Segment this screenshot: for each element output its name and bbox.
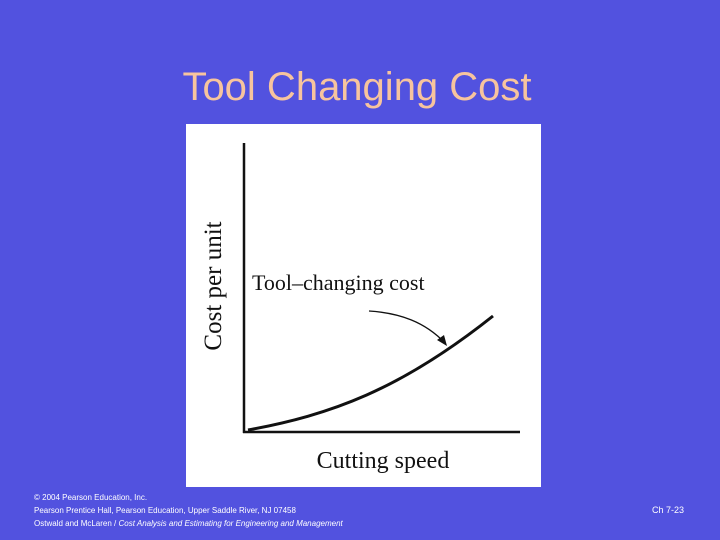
page-number: Ch 7-23 <box>652 505 684 515</box>
x-axis-label: Cutting speed <box>317 448 450 474</box>
y-axis-label: Cost per unit <box>200 221 227 350</box>
arrow-head <box>437 335 447 346</box>
footer-authors: Ostwald and McLaren / <box>34 519 118 528</box>
footer-line: Pearson Prentice Hall, Pearson Education… <box>34 506 296 515</box>
annotation: Tool–changing cost <box>252 270 425 295</box>
annotation-arrow <box>368 310 446 344</box>
slide-title: Tool Changing Cost <box>182 65 531 109</box>
cost-curve <box>247 314 494 432</box>
footer-line: © 2004 Pearson Education, Inc. <box>34 493 147 502</box>
footer-line: Ostwald and McLaren / Cost Analysis and … <box>34 519 344 528</box>
footer: © 2004 Pearson Education, Inc. Pearson P… <box>34 493 344 528</box>
footer-book-title: Cost Analysis and Estimating for Enginee… <box>118 519 343 528</box>
